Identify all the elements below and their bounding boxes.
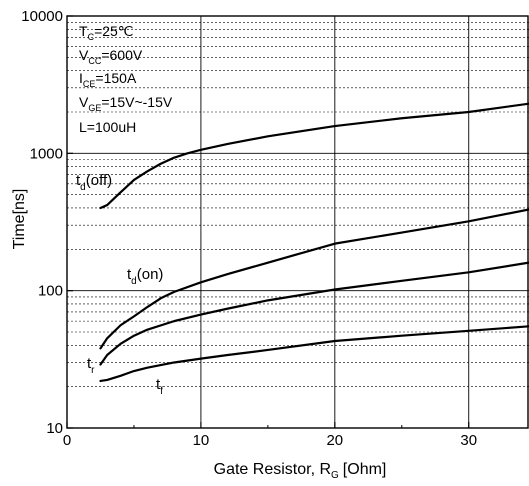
x-tick-label: 30 [460, 432, 477, 449]
curve-label-main: t [156, 376, 161, 393]
curve-label-0: td(off) [76, 172, 112, 193]
curve-label-sub: d [80, 182, 86, 193]
condition-text: TC=25℃ [79, 23, 134, 42]
series-line [99, 208, 529, 350]
series-line [99, 261, 529, 366]
curve-label-1: td(on) [127, 266, 163, 287]
x-axis-title-unit: [Ohm] [343, 461, 387, 478]
curves [99, 102, 529, 383]
curve-label-rest: (on) [137, 266, 164, 283]
condition-text: L=100uH [79, 119, 136, 135]
condition-sub: GE [88, 103, 101, 113]
condition-value: =25℃ [94, 23, 133, 39]
series-line [99, 325, 529, 383]
condition-main: V [79, 94, 89, 110]
x-axis-title-main: Gate Resistor, R [214, 461, 331, 478]
y-tick-label: 1000 [30, 145, 63, 162]
curve-label-3: tf [156, 376, 163, 397]
condition-sub: C [88, 32, 95, 42]
curve-label-sub: f [160, 386, 163, 397]
curve-label-sub: d [131, 276, 137, 287]
y-tick-label: 100 [38, 283, 63, 300]
condition-main: V [79, 47, 89, 63]
x-axis-title-sub: G [331, 470, 339, 481]
curve-label-2: tr [87, 355, 95, 376]
condition-value: =15V~-15V [101, 94, 172, 110]
curve-label-main: t [127, 266, 132, 283]
condition-annotations: TC=25℃VCC=600VICE=150AVGE=15V~-15VL=100u… [79, 23, 173, 135]
plot-frame [66, 15, 529, 429]
y-tick-label: 10 [46, 420, 63, 437]
condition-main: I [79, 70, 83, 86]
curve-label-main: t [87, 355, 92, 372]
condition-value: =600V [101, 47, 143, 63]
condition-text: VGE=15V~-15V [79, 94, 173, 113]
x-tick-label: 20 [326, 432, 343, 449]
x-tick-label: 0 [63, 432, 71, 449]
plot-border [66, 15, 529, 429]
x-tick-label: 10 [193, 432, 210, 449]
condition-main: T [79, 23, 88, 39]
condition-main: L=100uH [79, 119, 136, 135]
y-tick-label: 10000 [21, 8, 63, 25]
condition-sub: CE [83, 79, 96, 89]
curve-label-rest: (off) [86, 172, 112, 189]
x-axis-title: Gate Resistor, RG [Ohm] [214, 461, 387, 481]
condition-value: =150A [95, 70, 137, 86]
condition-text: ICE=150A [79, 70, 137, 89]
curve-label-sub: r [91, 365, 95, 376]
condition-text: VCC=600V [79, 47, 143, 66]
y-axis-title: Time[ns] [11, 189, 28, 250]
condition-sub: CC [88, 56, 101, 66]
series-line [99, 102, 529, 210]
curve-label-main: t [76, 172, 81, 189]
